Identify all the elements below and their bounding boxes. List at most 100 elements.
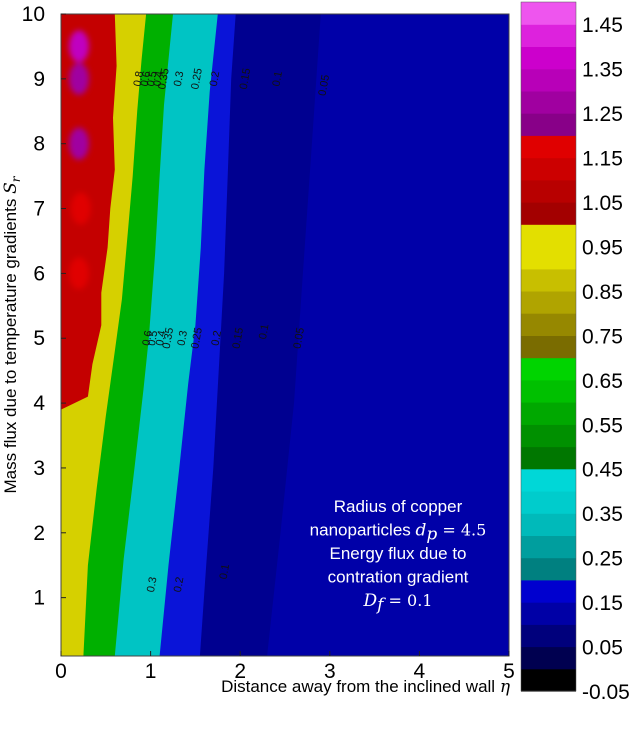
colorbar-tick-label: 1.45 xyxy=(582,14,623,37)
colorbar-tick-label: 0.75 xyxy=(582,325,623,348)
hotspot-0 xyxy=(68,30,89,63)
annotation-line: Energy flux due to xyxy=(329,544,466,563)
contour-label: 0.6 xyxy=(141,330,155,347)
contour-label: 0.6 xyxy=(139,70,153,87)
colorbar-tick-label: 1.35 xyxy=(582,59,623,82)
colorbar-tick-label: 0.15 xyxy=(582,592,623,615)
colorbar-tick-label: 1.25 xyxy=(582,103,623,126)
colorbar-band xyxy=(521,668,576,692)
colorbar-band xyxy=(521,113,576,136)
contour-label: 0.8 xyxy=(132,70,146,87)
colorbar-band xyxy=(521,335,576,359)
y-tick-label: 5 xyxy=(33,327,45,350)
hotspot-2 xyxy=(68,127,89,160)
contour-label: 0.35 xyxy=(156,67,172,90)
colorbar-band xyxy=(521,224,576,270)
colorbar-tick-label: 0.45 xyxy=(582,459,623,482)
hotspot-4 xyxy=(68,257,89,290)
x-tick-label: 4 xyxy=(414,660,426,683)
contour-label: 0.1 xyxy=(218,563,232,580)
colorbar-band xyxy=(521,579,576,603)
y-axis-ticks: 1 2 3 4 5 6 7 8 9 10 xyxy=(22,3,66,610)
x-tick-label: 3 xyxy=(324,660,336,683)
contour-label: 0.3 xyxy=(176,330,190,347)
contour-label: 0.15 xyxy=(231,327,247,350)
colorbar-band xyxy=(521,379,576,403)
contour-labels: 0.80.60.50.40.35 0.3 0.25 0.2 0.15 0.1 0.050.6… xyxy=(132,67,332,593)
annotation-line: Radius of copper xyxy=(334,497,463,516)
x-tick-label: 5 xyxy=(503,660,515,683)
colorbar-band xyxy=(521,424,576,448)
colorbar-tick-label: 1.15 xyxy=(582,148,623,171)
colorbar-band xyxy=(521,624,576,648)
colorbar-band xyxy=(521,179,576,203)
plot-area: 0.80.60.50.40.35 0.3 0.25 0.2 0.15 0.1 0.050.6… xyxy=(61,14,509,656)
colorbar-band xyxy=(521,513,576,536)
y-tick-label: 10 xyxy=(22,3,45,26)
annotation-line: nanoparticles dp = 4.5 xyxy=(310,521,487,545)
x-tick-label: 0 xyxy=(55,660,67,683)
y-tick-label: 8 xyxy=(33,133,45,156)
colorbar-band xyxy=(521,402,576,425)
x-axis-label-text: Distance away from the inclined wall xyxy=(221,677,495,696)
contour-label: 0.4 xyxy=(151,70,165,87)
colorbar-band xyxy=(521,357,576,381)
colorbar-frame xyxy=(520,1,577,692)
y-tick-label: 1 xyxy=(33,587,45,610)
colorbar-band xyxy=(521,602,576,625)
colorbar-tick-label: 0.05 xyxy=(582,637,623,660)
colorbar-band xyxy=(521,268,576,292)
colorbar-tick-labels: -0.05 0.05 0.15 0.25 0.35 0.45 0.55 0.65 0.75 0.8… xyxy=(582,14,630,704)
colorbar-band xyxy=(521,90,576,114)
contour-label: 0.4 xyxy=(154,330,168,347)
colorbar-tick-label: 0.85 xyxy=(582,281,623,304)
y-tick-label: 4 xyxy=(33,392,45,415)
colorbar-band xyxy=(521,24,576,47)
contour-label: 0.05 xyxy=(291,327,307,350)
colorbar-band xyxy=(521,135,576,159)
colorbar-band xyxy=(521,202,576,225)
colorbar xyxy=(520,1,577,692)
colorbar-band xyxy=(521,446,576,470)
colorbar-tick-label: -0.05 xyxy=(582,681,630,704)
contour-label: 0.05 xyxy=(317,74,333,97)
colorbar-band xyxy=(521,46,576,70)
colorbar-band xyxy=(521,646,576,670)
x-axis-label-symbol: η xyxy=(500,677,511,697)
y-tick-label: 2 xyxy=(33,522,45,545)
annotation-line: contration gradient xyxy=(328,568,469,587)
colorbar-tick-label: 0.55 xyxy=(582,414,623,437)
colorbar-tick-label: 0.95 xyxy=(582,236,623,259)
colorbar-band xyxy=(521,68,576,92)
contour-label: 0.5 xyxy=(145,70,159,87)
contour-label: 0.15 xyxy=(238,67,254,90)
colorbar-tick-label: 0.25 xyxy=(582,548,623,571)
y-axis-label-text: Mass flux due to temperature gradients xyxy=(1,199,20,494)
contour-label: 0.25 xyxy=(189,327,205,350)
colorbar-band xyxy=(521,157,576,181)
y-axis-label-symbol-sub: r xyxy=(9,175,23,182)
y-tick-label: 9 xyxy=(33,68,45,91)
x-axis-label: Distance away from the inclined wall η xyxy=(221,677,511,697)
hotspot-3 xyxy=(70,192,91,225)
x-tick-label: 1 xyxy=(145,660,157,683)
annotation-line: Df = 0.1 xyxy=(363,591,433,615)
contour-label: 0.35 xyxy=(161,327,177,350)
colorbar-tick-label: 0.65 xyxy=(582,370,623,393)
contour-label: 0.5 xyxy=(146,330,160,347)
x-axis-ticks: 0 1 2 3 4 5 xyxy=(55,651,515,683)
contour-label: 0.2 xyxy=(208,70,222,87)
colorbar-band xyxy=(521,290,576,314)
y-axis-label: Mass flux due to temperature gradients S… xyxy=(1,175,23,493)
contour-label: 0.1 xyxy=(271,70,285,87)
plot-frame xyxy=(60,13,510,657)
contour-label: 0.25 xyxy=(189,67,205,90)
contour-bands xyxy=(61,14,321,656)
contour-label: 0.3 xyxy=(172,70,186,87)
contour-label: 0.1 xyxy=(257,323,271,340)
colorbar-tick-label: 0.35 xyxy=(582,503,623,526)
x-tick-label: 2 xyxy=(234,660,246,683)
y-axis-label-symbol: S xyxy=(1,182,21,194)
contour-label: 0.2 xyxy=(210,330,224,347)
